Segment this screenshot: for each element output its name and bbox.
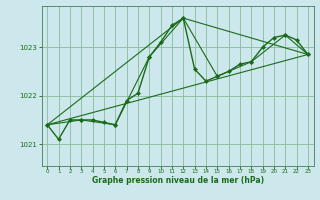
X-axis label: Graphe pression niveau de la mer (hPa): Graphe pression niveau de la mer (hPa)	[92, 176, 264, 185]
